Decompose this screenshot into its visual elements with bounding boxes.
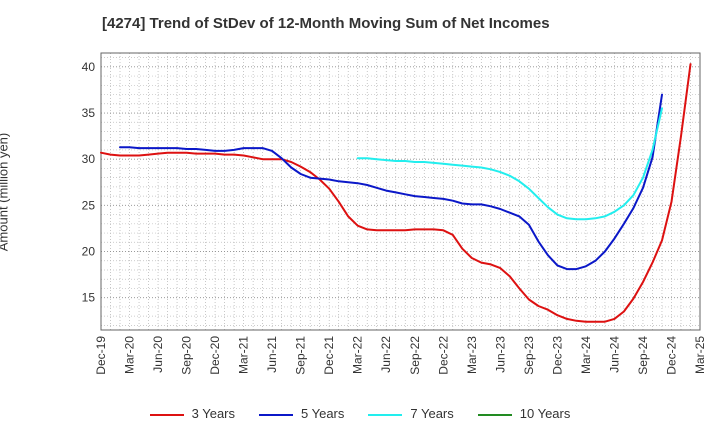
x-tick-label: Sep-20 xyxy=(180,336,194,375)
legend-item: 3 Years xyxy=(149,406,235,422)
x-tick-label: Dec-23 xyxy=(550,336,564,375)
y-tick-label: 30 xyxy=(82,152,96,166)
series-line-5-years xyxy=(119,93,663,271)
x-tick-label: Sep-21 xyxy=(294,336,308,375)
x-tick-label: Sep-24 xyxy=(636,336,650,375)
legend-swatch xyxy=(368,413,403,416)
plot-border xyxy=(100,52,701,331)
y-tick-label: 20 xyxy=(82,245,96,259)
legend-label: 7 Years xyxy=(410,406,454,422)
x-tick-label: Dec-24 xyxy=(664,336,678,375)
series-line-3-years xyxy=(100,63,692,323)
x-tick-label: Mar-23 xyxy=(465,336,479,374)
x-tick-label: Mar-21 xyxy=(237,336,251,374)
x-tick-label: Sep-22 xyxy=(408,336,422,375)
legend-item: 7 Years xyxy=(368,406,454,422)
series-line-7-years xyxy=(356,107,663,221)
y-tick-label: 35 xyxy=(82,106,96,120)
legend: 3 Years 5 Years 7 Years 10 Years xyxy=(0,405,720,421)
x-tick-label: Jun-21 xyxy=(265,336,279,373)
x-tick-label: Mar-22 xyxy=(351,336,365,374)
legend-item: 10 Years xyxy=(477,406,571,422)
x-tick-label: Sep-23 xyxy=(522,336,536,375)
legend-label: 5 Years xyxy=(301,406,345,422)
legend-swatch xyxy=(259,413,293,416)
x-tick-label: Jun-23 xyxy=(493,336,507,373)
x-tick-label: Jun-22 xyxy=(379,336,393,373)
x-tick-label: Mar-20 xyxy=(123,336,137,374)
legend-swatch xyxy=(149,413,184,416)
y-tick-label: 40 xyxy=(82,60,96,74)
x-tick-label: Jun-24 xyxy=(607,336,621,373)
x-tick-label: Dec-19 xyxy=(94,336,108,375)
y-tick-label: 15 xyxy=(82,291,96,305)
chart-title: [4274] Trend of StDev of 12-Month Moving… xyxy=(102,15,550,32)
y-tick-label: 25 xyxy=(82,198,96,212)
legend-swatch xyxy=(477,413,512,416)
x-tick-label: Jun-20 xyxy=(151,336,165,373)
plot-area xyxy=(101,53,700,330)
x-tick-label: Dec-21 xyxy=(322,336,336,375)
x-tick-label: Mar-24 xyxy=(579,336,593,374)
legend-label: 10 Years xyxy=(519,406,571,422)
x-tick-label: Dec-20 xyxy=(208,336,222,375)
x-tick-label: Dec-22 xyxy=(436,336,450,375)
legend-label: 3 Years xyxy=(191,406,235,422)
x-tick-label: Mar-25 xyxy=(693,336,707,374)
legend-item: 5 Years xyxy=(259,406,344,421)
